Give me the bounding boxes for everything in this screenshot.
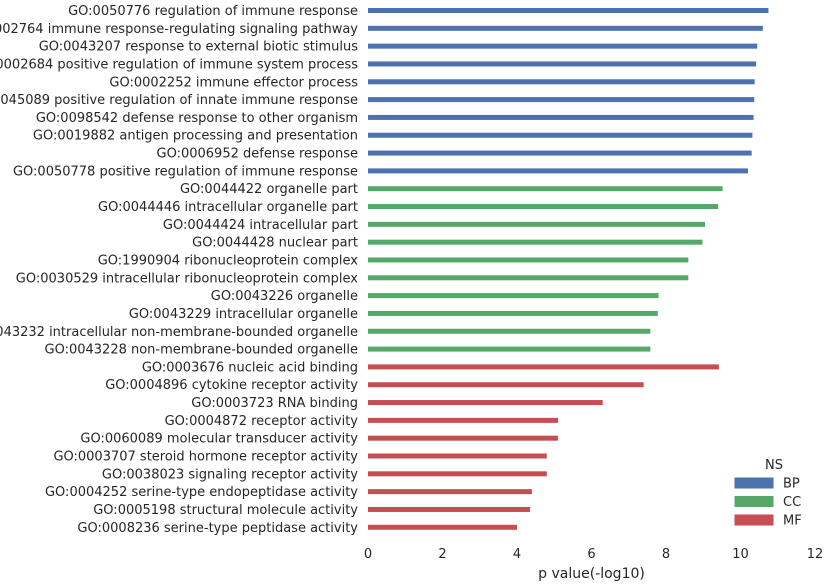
bar-mf: [368, 364, 719, 370]
legend-label-cc: CC: [783, 495, 801, 510]
bar-bp: [368, 114, 754, 120]
bar-bp: [368, 43, 758, 49]
legend-swatch-cc: [733, 495, 775, 508]
bar-bp: [368, 79, 755, 85]
category-label: GO:0044428 nuclear part: [192, 236, 358, 251]
legend-label-mf: MF: [783, 514, 802, 529]
bar-cc: [368, 275, 689, 281]
category-label: GO:0004252 serine-type endopeptidase act…: [45, 485, 358, 500]
category-label: GO:0003707 steroid hormone receptor acti…: [53, 450, 358, 465]
x-tick-label: 8: [662, 547, 670, 562]
bar-mf: [368, 417, 558, 423]
x-tick-label: 4: [513, 547, 521, 562]
legend-items: BP CC MF: [733, 476, 802, 529]
bar-mf: [368, 382, 644, 388]
bar-cc: [368, 328, 651, 334]
category-label: GO:0043207 response to external biotic s…: [39, 40, 359, 55]
legend-label-bp: BP: [783, 477, 800, 492]
bar-mf: [368, 453, 547, 459]
bar-cc: [368, 186, 723, 192]
bar-bp: [368, 61, 757, 67]
category-label: GO:0006952 defense response: [157, 147, 359, 162]
bar-cc: [368, 239, 703, 245]
category-label: GO:0005198 structural molecule activity: [93, 503, 358, 518]
category-label: GO:0002252 immune effector process: [109, 75, 358, 90]
bar-mf: [368, 435, 558, 441]
category-label: GO:0004896 cytokine receptor activity: [105, 378, 358, 393]
bar-bp: [368, 8, 769, 13]
category-label: GO:0003676 nucleic acid binding: [142, 360, 358, 375]
category-label: GO:1990904 ribonucleoprotein complex: [98, 253, 359, 268]
x-tick-label: 12: [807, 547, 824, 562]
bar-cc: [368, 346, 651, 352]
bar-cc: [368, 204, 719, 210]
legend-swatch-mf: [733, 513, 775, 527]
category-label: GO:0050776 regulation of immune response: [68, 4, 358, 19]
legend: NS BP CC MF: [733, 458, 802, 529]
category-label: GO:0004872 receptor activity: [165, 414, 359, 429]
bar-mf: [368, 471, 547, 477]
category-label: GO:0008236 serine-type peptidase activit…: [77, 521, 358, 536]
legend-title: NS: [765, 458, 783, 473]
category-label: GO:0019882 antigen processing and presen…: [33, 129, 358, 144]
category-label: GO:0060089 molecular transducer activity: [80, 432, 358, 447]
category-labels: GO:0050776 regulation of immune response…: [0, 4, 358, 536]
x-tick-label: 6: [587, 547, 595, 562]
bar-mf: [368, 489, 532, 495]
bar-bp: [368, 25, 763, 31]
category-label: GO:0038023 signaling receptor activity: [102, 467, 358, 482]
bar-bp: [368, 97, 755, 103]
category-label: GO:0043226 organelle: [211, 289, 358, 304]
x-axis: 0 2 4 6 8 10 12: [364, 547, 823, 562]
bar-bp: [368, 150, 752, 156]
category-label: GO:0002764 immune response-regulating si…: [0, 22, 358, 37]
category-label: GO:0043228 non-membrane-bounded organell…: [45, 343, 359, 358]
bars-layer: [368, 8, 769, 530]
bar-mf: [368, 506, 531, 512]
bar-bp: [368, 132, 753, 138]
bar-cc: [368, 293, 659, 299]
category-label: GO:0098542 defense response to other org…: [36, 111, 358, 126]
x-axis-label: p value(-log10): [538, 566, 645, 582]
x-tick-label: 0: [364, 547, 372, 562]
category-label: GO:0043232 intracellular non-membrane-bo…: [0, 325, 358, 340]
bar-bp: [368, 168, 748, 174]
category-label: GO:0003723 RNA binding: [191, 396, 358, 411]
bar-cc: [368, 221, 706, 227]
x-tick-label: 2: [438, 547, 446, 562]
category-label: GO:0002684 positive regulation of immune…: [0, 57, 358, 72]
category-label: GO:0045089 positive regulation of innate…: [0, 93, 358, 108]
category-label: GO:0044446 intracellular organelle part: [98, 200, 358, 215]
bar-cc: [368, 310, 658, 316]
category-label: GO:0044422 organelle part: [180, 182, 358, 197]
category-label: GO:0043229 intracellular organelle: [129, 307, 358, 322]
category-label: GO:0044424 intracellular part: [163, 218, 358, 233]
x-tick-label: 10: [732, 547, 749, 562]
legend-swatch-bp: [733, 476, 775, 490]
bar-mf: [368, 400, 603, 406]
category-label: GO:0050778 positive regulation of immune…: [13, 164, 358, 179]
bar-cc: [368, 257, 689, 263]
bar-mf: [368, 524, 517, 530]
category-label: GO:0030529 intracellular ribonucleoprote…: [16, 271, 359, 286]
